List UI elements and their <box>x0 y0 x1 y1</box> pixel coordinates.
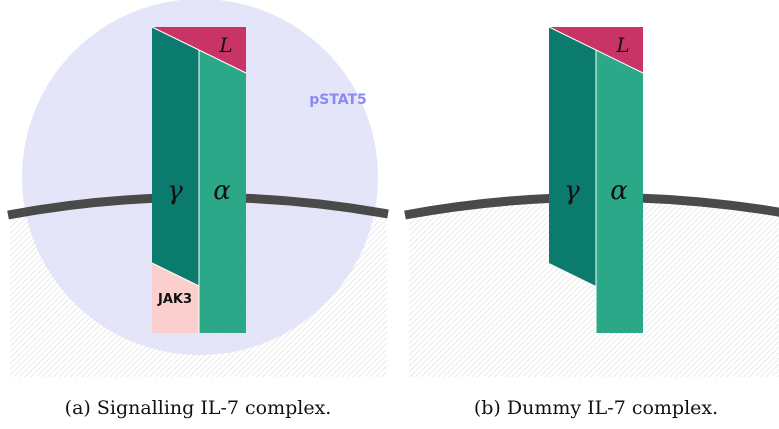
alpha-label: α <box>213 176 231 206</box>
alpha-chain <box>199 50 246 333</box>
cytoplasm-region <box>409 197 779 377</box>
alpha-label: α <box>610 176 628 206</box>
ligand-label: L <box>615 33 629 57</box>
jak3-label: JAK3 <box>157 292 192 307</box>
gamma-label: γ <box>564 176 580 206</box>
pstat5-label: pSTAT5 <box>309 92 367 108</box>
gamma-label: γ <box>167 176 183 206</box>
alpha-chain <box>596 50 643 333</box>
ligand-label: L <box>218 33 232 57</box>
caption-a: (a) Signalling IL-7 complex. <box>65 397 332 419</box>
panel-b: L γ α <box>404 26 779 377</box>
gamma-chain <box>152 27 199 286</box>
gamma-chain <box>549 27 596 286</box>
caption-b: (b) Dummy IL-7 complex. <box>474 397 718 419</box>
panel-a: L γ α JAK3 pSTAT5 <box>7 0 389 377</box>
